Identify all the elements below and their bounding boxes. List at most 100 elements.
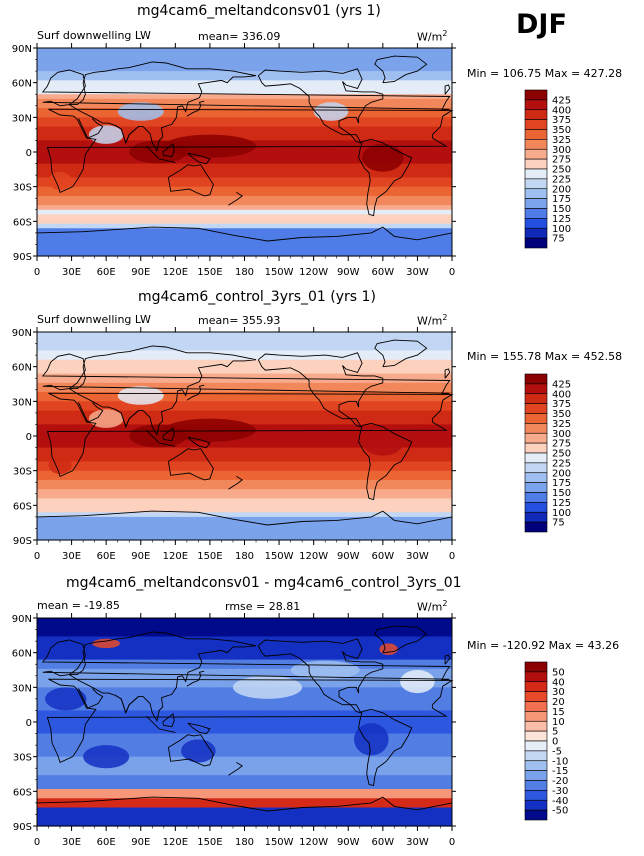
coastline (46, 108, 454, 194)
map-band (37, 80, 452, 86)
map-band (37, 447, 452, 453)
panel-2-mean-label: mean= 355.93 (198, 314, 281, 327)
map-band (37, 452, 452, 458)
colorbar-swatch (524, 661, 548, 673)
colorbar-swatch (524, 711, 548, 722)
map-band (37, 659, 452, 665)
lon-tick-label: 90E (131, 551, 150, 562)
coastline (146, 429, 176, 447)
colorbar-swatch (524, 139, 548, 150)
colorbar-label: -50 (552, 806, 568, 817)
panel-3-units: W/m2 (417, 599, 448, 614)
map-feature (88, 409, 124, 428)
colorbar-swatch (524, 442, 548, 454)
map-feature (48, 171, 72, 191)
map-band (37, 154, 452, 160)
map-band (37, 645, 452, 651)
coastline (41, 69, 451, 111)
map-band (37, 461, 452, 467)
map-band (37, 48, 452, 54)
map-band (37, 789, 452, 795)
colorbar-swatch (524, 740, 548, 752)
colorbar-label: 150 (552, 204, 571, 215)
panel-1-colorbar: 4254003753503253002752502252001751501251… (524, 89, 571, 249)
coastline (46, 678, 454, 764)
map-band (37, 747, 452, 753)
colorbar-label: 20 (552, 697, 565, 708)
map-feature (379, 643, 398, 655)
colorbar-label: -40 (552, 796, 568, 807)
map-band (37, 84, 452, 91)
map-feature (163, 418, 257, 442)
map-band (37, 761, 452, 767)
colorbar-label: 325 (552, 135, 571, 146)
colorbar-label: 175 (552, 194, 571, 205)
coastline (162, 713, 175, 728)
colorbar-label: 425 (552, 379, 571, 390)
lat-tick-label: 0 (26, 148, 32, 159)
colorbar-label: 300 (552, 145, 571, 156)
coastline (444, 654, 451, 665)
map-band (37, 738, 452, 744)
colorbar-label: 125 (552, 498, 571, 509)
coastline (257, 68, 384, 144)
coastline (146, 715, 176, 733)
map-band (37, 52, 452, 58)
map-band (37, 350, 452, 356)
colorbar-label: 250 (552, 449, 571, 460)
map-band (37, 177, 452, 183)
map-band (37, 530, 452, 536)
map-band (37, 172, 452, 179)
map-band (37, 182, 452, 188)
colorbar-label: -5 (552, 746, 562, 757)
colorbar-swatch (524, 188, 548, 199)
lon-tick-label: 180 (235, 267, 254, 278)
lat-tick-label: 60N (12, 79, 32, 90)
map-band (37, 135, 452, 142)
colorbar-swatch (524, 109, 548, 120)
colorbar-label: -15 (552, 766, 568, 777)
panel-1-minmax: Min = 106.75 Max = 427.28 (467, 67, 623, 80)
panel-3-title: mg4cam6_meltandconsv01 - mg4cam6_control… (66, 575, 462, 591)
colorbar-label: 175 (552, 478, 571, 489)
colorbar-swatch (524, 218, 548, 229)
colorbar-label: 425 (552, 95, 571, 106)
colorbar-swatch (524, 482, 548, 493)
map-band (37, 775, 452, 781)
coastline (115, 409, 139, 429)
map-band (37, 498, 452, 504)
map-band (37, 186, 452, 192)
colorbar-swatch (524, 809, 548, 821)
colorbar-label: 325 (552, 419, 571, 430)
map-band (37, 415, 452, 421)
map-band (37, 664, 452, 670)
map-band (37, 121, 452, 128)
map-band (37, 466, 452, 472)
map-band (37, 512, 452, 518)
panel-2-minmax: Min = 155.78 Max = 452.58 (467, 350, 623, 363)
map-band (37, 359, 452, 365)
lon-tick-label: 120W (299, 551, 328, 562)
lat-tick-label: 30S (13, 183, 32, 194)
colorbar-label: 75 (552, 234, 565, 245)
lon-tick-label: 150E (197, 267, 222, 278)
coastline (162, 427, 175, 442)
map-band (37, 798, 452, 804)
map-feature (362, 427, 404, 456)
colorbar-label: 300 (552, 429, 571, 440)
coastline (186, 384, 205, 401)
colorbar-label: -20 (552, 776, 568, 787)
map-band (37, 251, 452, 257)
map-band (37, 405, 452, 412)
season-label: DJF (516, 9, 567, 40)
map-band (37, 94, 452, 100)
colorbar-label: 75 (552, 518, 565, 529)
map-band (37, 503, 452, 509)
map-band (37, 131, 452, 137)
map-feature (313, 102, 349, 121)
map-feature (92, 638, 120, 649)
lon-tick-label: 120E (163, 837, 188, 848)
colorbar-swatch (524, 403, 548, 414)
map-band (37, 368, 452, 375)
lon-tick-label: 0 (449, 837, 455, 848)
